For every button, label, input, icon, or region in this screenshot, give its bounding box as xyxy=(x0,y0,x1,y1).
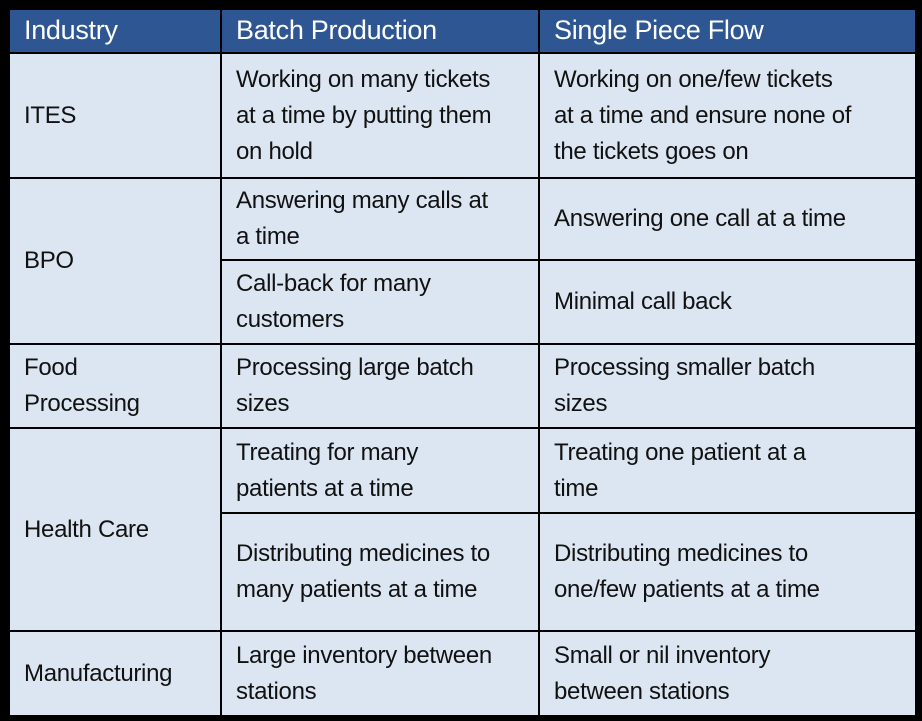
batch-cell-food-processing: Processing large batch sizes xyxy=(220,343,540,429)
table-row-health-care-1: Health Care Treating for many patients a… xyxy=(8,427,917,632)
industry-cell-ites: ITES xyxy=(8,52,222,179)
column-header-single-piece-flow: Single Piece Flow xyxy=(538,8,917,54)
table-row-food-processing: Food Processing Processing large batch s… xyxy=(8,343,917,429)
table-row-health-care-2: Distributing medicines to many patients … xyxy=(9,512,917,632)
single-cell-health-care-2: Distributing medicines to one/few patien… xyxy=(538,512,917,632)
batch-vs-single-piece-flow-table: Industry Batch Production Single Piece F… xyxy=(8,8,917,717)
batch-cell-health-care-1: Treating for many patients at a time xyxy=(220,427,540,514)
table-row-ites: ITES Working on many tickets at a time b… xyxy=(8,52,917,179)
batch-cell-ites: Working on many tickets at a time by put… xyxy=(220,52,540,179)
industry-cell-bpo: BPO xyxy=(8,177,222,345)
batch-cell-manufacturing: Large inventory between stations xyxy=(220,630,540,717)
industry-cell-food-processing: Food Processing xyxy=(8,343,222,429)
single-cell-bpo-2: Minimal call back xyxy=(538,259,917,345)
single-cell-health-care-1: Treating one patient at a time xyxy=(538,427,917,514)
column-header-industry: Industry xyxy=(8,8,222,54)
table-row-bpo-1: BPO Answering many calls at a time Answe… xyxy=(8,177,917,345)
single-cell-ites: Working on one/few tickets at a time and… xyxy=(538,52,917,179)
table-row-manufacturing: Manufacturing Large inventory between st… xyxy=(8,630,917,717)
column-header-batch-production: Batch Production xyxy=(220,8,540,54)
batch-cell-health-care-2: Distributing medicines to many patients … xyxy=(220,512,540,632)
single-cell-food-processing: Processing smaller batch sizes xyxy=(538,343,917,429)
batch-cell-bpo-2: Call-back for many customers xyxy=(220,259,540,345)
single-cell-manufacturing: Small or nil inventory between stations xyxy=(538,630,917,717)
industry-cell-health-care: Health Care xyxy=(8,427,222,632)
header-row: Industry Batch Production Single Piece F… xyxy=(8,8,917,54)
table-row-bpo-2: Call-back for many customers Minimal cal… xyxy=(9,259,917,345)
batch-cell-bpo-1: Answering many calls at a time xyxy=(220,177,540,261)
single-cell-bpo-1: Answering one call at a time xyxy=(538,177,917,261)
industry-cell-manufacturing: Manufacturing xyxy=(8,630,222,717)
